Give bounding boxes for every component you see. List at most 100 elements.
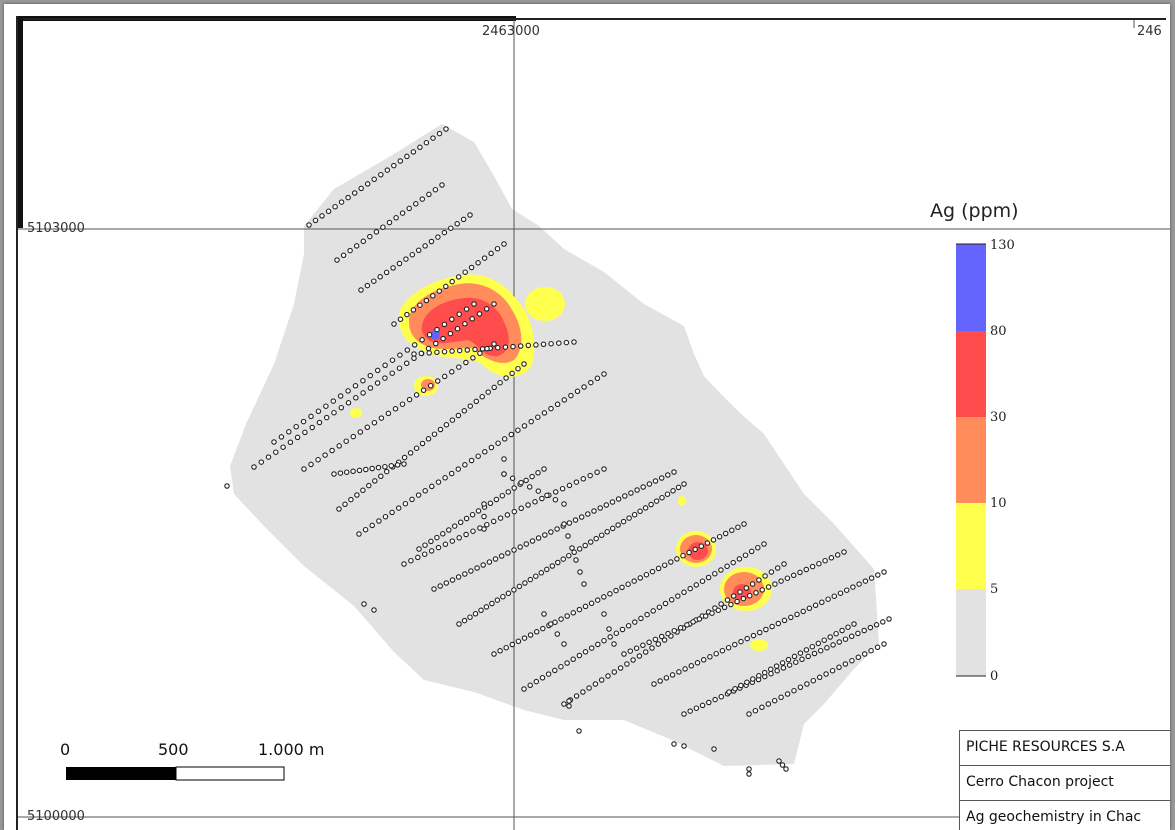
sample-point	[809, 563, 816, 570]
sample-point	[382, 375, 388, 381]
sample-point	[886, 616, 892, 622]
sample-point	[875, 572, 881, 578]
northing-label-5100000: 5100000	[27, 809, 85, 824]
sample-point	[855, 630, 861, 637]
sample-point	[468, 264, 475, 271]
sample-point	[601, 371, 607, 377]
sample-point	[625, 581, 631, 587]
sample-point	[529, 473, 535, 480]
sample-point	[455, 466, 462, 472]
sample-point	[483, 306, 490, 312]
sample-point	[356, 531, 362, 537]
sample-point	[630, 657, 636, 663]
sample-point	[510, 343, 516, 350]
sample-point	[403, 256, 409, 262]
sample-point	[710, 537, 717, 543]
sample-point	[470, 528, 476, 534]
sample-point	[626, 515, 632, 521]
sample-point	[390, 265, 396, 271]
sample-point	[692, 546, 698, 553]
sample-point	[484, 345, 490, 352]
sample-point	[358, 185, 364, 192]
scale-label-0: 0	[60, 740, 71, 759]
sample-point	[280, 444, 286, 450]
sample-point	[535, 535, 542, 541]
sample-point	[522, 580, 528, 586]
sample-point	[605, 673, 611, 679]
sample-point	[576, 728, 582, 734]
sample-point	[644, 611, 650, 618]
sample-point	[681, 481, 687, 487]
sample-point	[224, 483, 230, 489]
sample-point	[408, 557, 414, 564]
sample-point	[756, 673, 762, 679]
sample-point	[478, 607, 484, 614]
sample-point	[399, 210, 406, 216]
sample-point	[517, 544, 523, 550]
sample-point	[312, 217, 319, 224]
sample-point	[498, 553, 505, 559]
sample-point	[861, 627, 867, 634]
sample-point	[363, 466, 369, 473]
sample-point	[371, 607, 377, 613]
sample-point	[544, 492, 550, 499]
sample-points-layer	[224, 126, 892, 777]
sample-point	[463, 531, 469, 538]
sample-point	[322, 452, 328, 458]
sample-point	[849, 657, 855, 664]
sample-point	[384, 167, 391, 173]
sample-point	[491, 651, 497, 657]
sample-point	[462, 269, 468, 275]
sample-point	[481, 255, 488, 261]
sample-point	[819, 599, 825, 606]
sample-point	[809, 643, 816, 650]
sample-point	[765, 701, 772, 707]
sample-point	[456, 535, 462, 541]
sample-point	[308, 461, 314, 468]
sample-point	[495, 440, 501, 446]
sample-point	[836, 639, 843, 645]
sample-point	[435, 544, 442, 551]
sample-point	[435, 234, 441, 240]
sample-point	[448, 225, 454, 231]
sample-point	[441, 321, 448, 328]
sample-point	[633, 645, 640, 651]
easting-label-2463000: 2463000	[482, 24, 540, 39]
legend-color-bar	[956, 243, 986, 677]
sample-point	[505, 489, 512, 495]
sample-point	[411, 342, 418, 348]
sample-point	[615, 522, 621, 528]
sample-point	[552, 667, 558, 674]
sample-point	[494, 597, 501, 603]
sample-point	[334, 257, 340, 263]
sample-point	[472, 611, 479, 617]
sample-point	[373, 229, 380, 235]
sample-point	[554, 631, 561, 637]
sample-point	[594, 375, 601, 382]
sample-point	[753, 590, 759, 596]
sample-point	[549, 563, 556, 569]
sample-point	[532, 499, 538, 505]
sample-point	[657, 678, 663, 684]
sample-point	[718, 601, 724, 607]
sample-point	[406, 205, 412, 212]
sample-point	[709, 610, 715, 616]
sample-point	[492, 556, 499, 562]
sample-point	[468, 457, 475, 464]
sample-point	[364, 181, 371, 187]
sample-point	[389, 357, 396, 363]
sample-point	[634, 487, 640, 493]
sample-point	[486, 559, 493, 565]
sample-point	[402, 500, 409, 507]
sample-point	[781, 561, 787, 567]
sample-point	[449, 417, 456, 423]
sample-point	[442, 541, 449, 548]
sample-point	[699, 702, 706, 709]
sample-point	[773, 663, 780, 669]
sample-point	[371, 419, 378, 426]
sample-point	[338, 404, 345, 411]
sample-point	[467, 212, 473, 218]
sample-point	[396, 260, 403, 267]
easting-label-partial: 246	[1137, 24, 1162, 39]
sample-point	[791, 687, 797, 694]
